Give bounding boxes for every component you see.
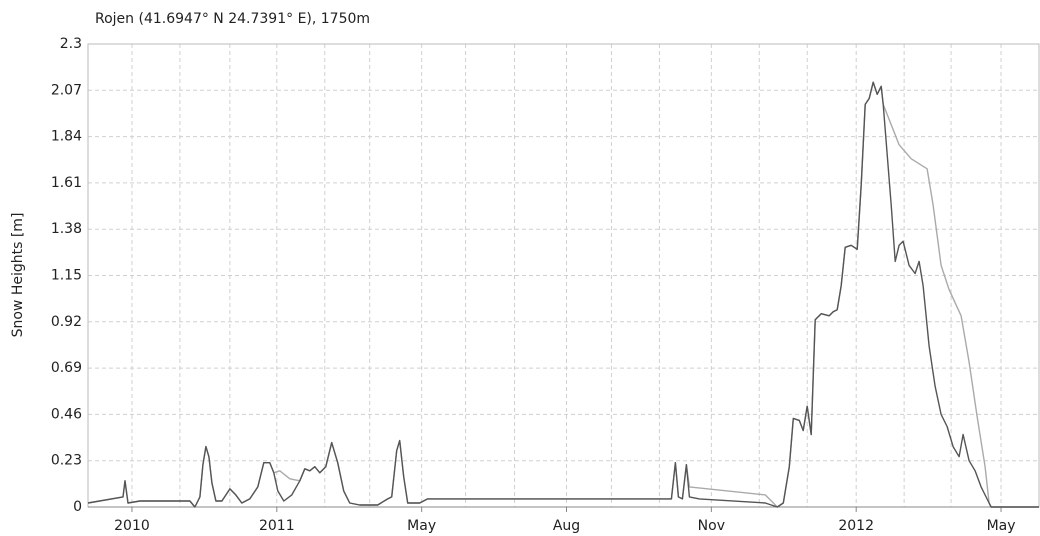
y-tick-label: 1.84 [51, 129, 82, 145]
y-axis-label: Snow Heights [m] [10, 213, 26, 338]
y-tick-label: 2.3 [60, 36, 82, 52]
y-tick-label: 0.92 [51, 314, 82, 330]
series-line [87, 81, 1039, 508]
series-line [87, 81, 1039, 508]
y-tick-label: 0 [73, 499, 82, 515]
x-tick-label: 2012 [838, 518, 874, 534]
x-tick-label: May [987, 518, 1016, 534]
y-tick-label: 0.69 [51, 360, 82, 376]
x-tick-label: Aug [553, 518, 580, 534]
y-tick-label: 0.46 [51, 406, 82, 422]
chart-title: Rojen (41.6947° N 24.7391° E), 1750m [95, 11, 370, 27]
y-tick-label: 2.07 [51, 82, 82, 98]
y-tick-label: 1.38 [51, 221, 82, 237]
x-tick-label: May [407, 518, 436, 534]
y-tick-label: 0.23 [51, 453, 82, 469]
x-tick-label: 2010 [114, 518, 150, 534]
y-tick-label: 1.15 [51, 268, 82, 284]
x-tick-label: 2011 [259, 518, 295, 534]
y-tick-label: 1.61 [51, 175, 82, 191]
x-tick-label: Nov [698, 518, 725, 534]
